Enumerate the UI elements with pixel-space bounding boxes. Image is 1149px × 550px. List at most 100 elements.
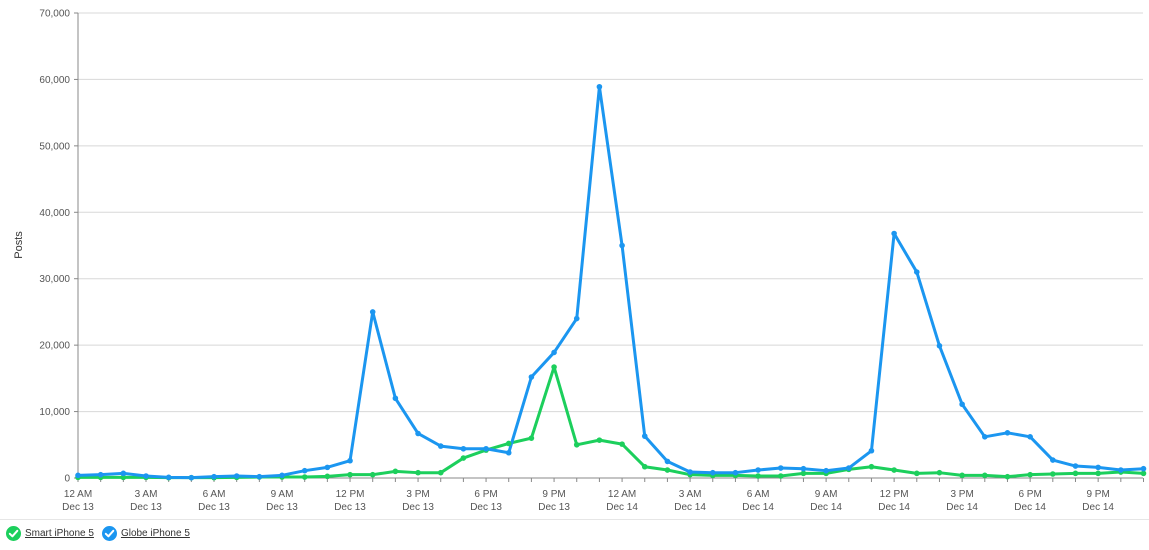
data-point[interactable] <box>1072 463 1079 469</box>
data-point[interactable] <box>664 458 671 465</box>
data-point[interactable] <box>709 469 716 476</box>
data-point[interactable] <box>528 374 535 380</box>
data-point[interactable] <box>891 467 897 473</box>
data-point[interactable] <box>868 447 875 454</box>
data-point[interactable] <box>528 435 535 441</box>
data-point[interactable] <box>1095 470 1101 477</box>
data-point[interactable] <box>211 473 217 480</box>
data-point[interactable] <box>279 472 285 479</box>
x-tick-label: 6 AM <box>203 489 226 500</box>
data-point[interactable] <box>324 473 331 480</box>
data-point[interactable] <box>75 472 81 479</box>
data-point[interactable] <box>982 472 988 479</box>
data-point[interactable] <box>982 434 988 440</box>
data-point[interactable] <box>1095 464 1101 471</box>
data-point[interactable] <box>619 242 625 249</box>
data-point[interactable] <box>800 465 807 472</box>
data-point[interactable] <box>959 401 965 408</box>
data-point[interactable] <box>596 437 603 443</box>
data-point[interactable] <box>1050 471 1056 477</box>
data-point[interactable] <box>437 443 444 449</box>
x-tick-label: 3 AM <box>679 489 702 500</box>
gridlines <box>78 12 1143 413</box>
data-point[interactable] <box>1072 470 1079 477</box>
data-point[interactable] <box>755 473 761 479</box>
y-tick-label: 30,000 <box>39 274 70 285</box>
data-point[interactable] <box>392 395 399 402</box>
data-point[interactable] <box>233 473 240 479</box>
legend-divider <box>0 519 1149 520</box>
data-point[interactable] <box>1004 473 1011 480</box>
data-point[interactable] <box>369 309 376 315</box>
data-point[interactable] <box>777 465 784 471</box>
data-point[interactable] <box>301 474 308 480</box>
line-chart: 0 10,000 20,000 30,000 40,000 50,000 60,000 70,… <box>13 9 1147 513</box>
data-point[interactable] <box>460 445 467 452</box>
data-point[interactable] <box>97 471 104 478</box>
data-point[interactable] <box>551 364 557 370</box>
data-point[interactable] <box>1140 465 1147 472</box>
x-tick-label-date: Dec 14 <box>674 502 706 513</box>
data-point[interactable] <box>1004 430 1011 436</box>
data-point[interactable] <box>120 474 127 481</box>
data-point[interactable] <box>845 465 852 471</box>
data-point[interactable] <box>913 269 920 275</box>
data-point[interactable] <box>1050 457 1056 463</box>
data-point[interactable] <box>188 474 195 481</box>
data-point[interactable] <box>913 470 920 477</box>
data-point[interactable] <box>437 469 444 476</box>
x-tick-label-date: Dec 13 <box>538 502 570 513</box>
data-point[interactable] <box>664 467 671 473</box>
data-point[interactable] <box>800 470 807 477</box>
data-point[interactable] <box>1118 467 1124 473</box>
data-point[interactable] <box>1140 470 1147 477</box>
data-point[interactable] <box>823 467 829 474</box>
data-point[interactable] <box>415 430 421 437</box>
legend-item-globe-iphone-5[interactable]: Globe iPhone 5 <box>101 526 190 541</box>
data-point[interactable] <box>551 349 557 356</box>
data-point[interactable] <box>573 441 580 448</box>
x-tick-label: 6 PM <box>474 489 497 500</box>
data-point[interactable] <box>256 473 263 480</box>
data-point[interactable] <box>483 445 489 452</box>
data-point[interactable] <box>641 463 648 470</box>
data-point[interactable] <box>573 315 580 322</box>
y-tick-label: 0 <box>64 474 70 485</box>
axes: 0 10,000 20,000 30,000 40,000 50,000 60,000 70,… <box>39 9 1144 513</box>
x-tick-label-date: Dec 14 <box>946 502 978 513</box>
data-point[interactable] <box>732 469 739 476</box>
data-point[interactable] <box>120 470 127 477</box>
data-point[interactable] <box>936 343 943 349</box>
x-tick-label-date: Dec 13 <box>402 502 434 513</box>
data-point[interactable] <box>641 433 648 439</box>
data-point[interactable] <box>505 440 512 447</box>
data-point[interactable] <box>369 471 376 478</box>
data-point[interactable] <box>936 469 943 476</box>
data-point[interactable] <box>777 473 784 479</box>
data-point[interactable] <box>868 463 875 470</box>
data-point[interactable] <box>1027 434 1033 440</box>
data-point[interactable] <box>301 467 308 474</box>
data-point[interactable] <box>505 449 512 456</box>
data-point[interactable] <box>347 457 353 464</box>
legend-item-smart-iphone-5[interactable]: Smart iPhone 5 <box>6 526 94 541</box>
data-point[interactable] <box>755 467 761 473</box>
data-point[interactable] <box>392 468 399 475</box>
data-point[interactable] <box>619 441 625 447</box>
x-tick-label-date: Dec 14 <box>606 502 638 513</box>
data-point[interactable] <box>891 230 897 237</box>
data-point[interactable] <box>415 469 421 476</box>
data-point[interactable] <box>143 473 149 479</box>
data-point[interactable] <box>165 474 172 481</box>
data-point[interactable] <box>460 455 467 461</box>
x-tick-label: 3 AM <box>135 489 158 500</box>
x-tick-label: 12 AM <box>64 489 92 500</box>
data-point[interactable] <box>347 471 353 478</box>
data-point[interactable] <box>596 83 603 90</box>
data-point[interactable] <box>959 472 965 479</box>
x-tick-label: 6 AM <box>747 489 770 500</box>
x-tick-label: 12 AM <box>608 489 636 500</box>
data-point[interactable] <box>324 464 331 471</box>
data-point[interactable] <box>1027 471 1033 478</box>
data-point[interactable] <box>687 469 693 475</box>
